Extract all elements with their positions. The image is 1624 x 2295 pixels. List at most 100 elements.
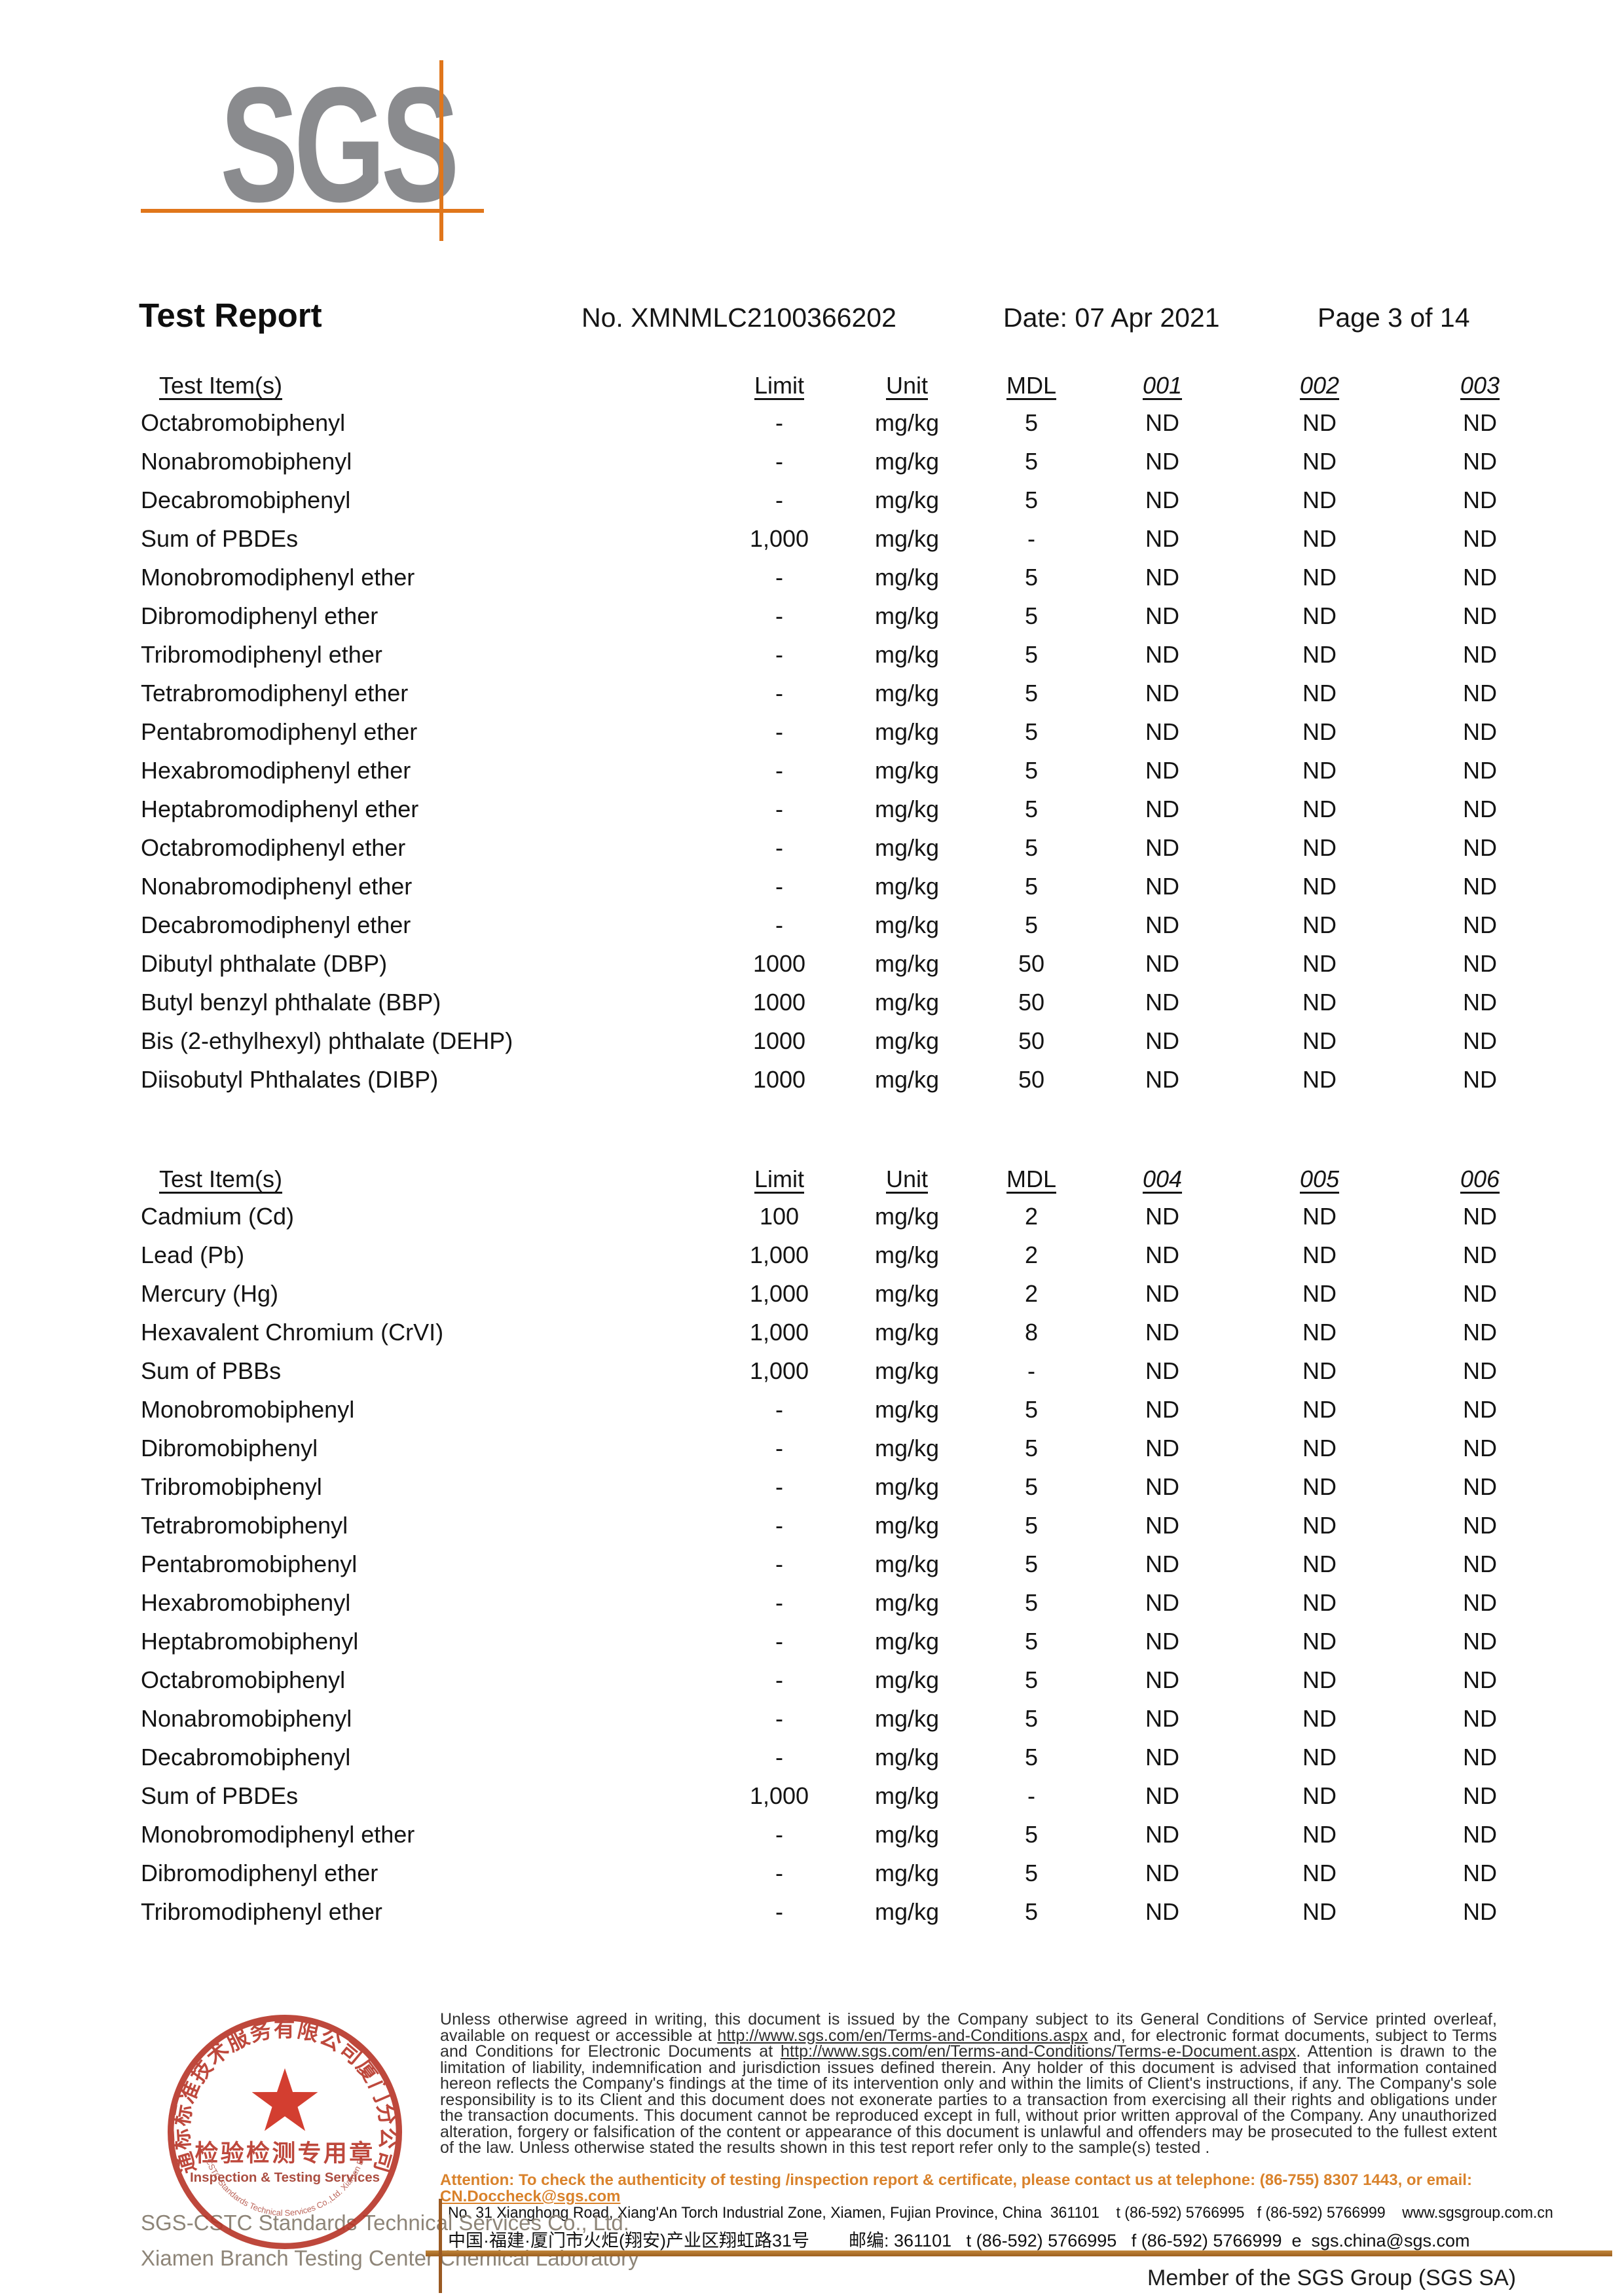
mdl-cell: 5 [1024,1434,1039,1461]
result-cell: ND [1145,988,1179,1016]
column-header-unit: Unit [885,1166,929,1192]
result-cell: ND [1463,1859,1497,1886]
column-header-mdl: MDL [1006,372,1056,399]
result-cell: ND [1463,1434,1497,1461]
result-cell: ND [1145,1588,1179,1616]
result-cell: ND [1302,679,1337,707]
address-divider-line [439,2199,442,2293]
test-item-cell: Tetrabromodiphenyl ether [141,679,409,707]
column-header-test-item: Test Item(s) [159,1166,283,1192]
column-header-sample: 002 [1299,372,1340,399]
address-english: No. 31 Xianghong Road, Xiang'An Torch In… [448,2204,1553,2222]
result-cell: ND [1145,949,1179,977]
results-table-001-003: Test Item(s) Limit Unit MDL 001 002 003 Octabr… [141,359,1552,1099]
limit-cell: - [775,911,783,938]
stamp-purpose-text-en: Inspection & Testing Services [190,2170,380,2185]
unit-cell: mg/kg [874,911,940,938]
mdl-cell: 50 [1018,988,1045,1016]
test-item-cell: Monobromodiphenyl ether [141,1820,415,1848]
attention-notice: Attention: To check the authenticity of … [440,2172,1497,2205]
test-item-cell: Pentabromobiphenyl [141,1550,358,1577]
result-cell: ND [1145,447,1179,475]
result-cell: ND [1145,602,1179,629]
limit-cell: - [775,1820,783,1848]
mdl-cell: 5 [1024,563,1039,591]
limit-cell: - [775,1704,783,1732]
mdl-cell: 5 [1024,679,1039,707]
unit-cell: mg/kg [874,1782,940,1809]
result-cell: ND [1463,1241,1497,1268]
table-row: Nonabromodiphenyl ether - mg/kg 5 ND ND ND [141,867,1552,906]
unit-cell: mg/kg [874,1279,940,1307]
result-cell: ND [1145,409,1179,436]
result-cell: ND [1302,1241,1337,1268]
result-cell: ND [1145,1898,1179,1925]
unit-cell: mg/kg [874,1627,940,1655]
limit-cell: - [775,1743,783,1771]
test-item-cell: Sum of PBDEs [141,524,299,552]
unit-cell: mg/kg [874,1395,940,1423]
link-text[interactable]: http://www.sgs.com/en/Terms-and-Conditio… [717,2026,1088,2045]
result-cell: ND [1302,795,1337,822]
table-row: Decabromobiphenyl - mg/kg 5 ND ND ND [141,481,1552,519]
limit-cell: 1000 [752,949,806,977]
sgs-group-member-line: Member of the SGS Group (SGS SA) [1147,2266,1517,2290]
result-cell: ND [1302,1473,1337,1500]
mdl-cell: 5 [1024,1704,1039,1732]
address-chinese: 中国·福建·厦门市火炬(翔安)产业区翔虹路31号 邮编: 361101 t (8… [448,2231,1470,2250]
unit-cell: mg/kg [874,1743,940,1771]
limit-cell: - [775,1511,783,1539]
mdl-cell: 5 [1024,447,1039,475]
mdl-cell: 5 [1024,1395,1039,1423]
table-row: Lead (Pb) 1,000 mg/kg 2 ND ND ND [141,1236,1552,1274]
result-cell: ND [1145,1859,1179,1886]
result-cell: ND [1145,1820,1179,1848]
test-item-cell: Monobromobiphenyl [141,1395,355,1423]
result-cell: ND [1302,1202,1337,1230]
column-header-limit: Limit [754,1166,804,1192]
link-text[interactable]: http://www.sgs.com/en/Terms-and-Conditio… [781,2042,1297,2061]
unit-cell: mg/kg [874,1588,940,1616]
text-segment: and, for electronic format documents, su… [440,2026,1497,2061]
result-cell: ND [1302,1898,1337,1925]
limit-cell: - [775,1859,783,1886]
limit-cell: - [775,563,783,591]
limit-cell: - [775,679,783,707]
unit-cell: mg/kg [874,1666,940,1693]
table-row: Tribromodiphenyl ether - mg/kg 5 ND ND ND [141,635,1552,674]
test-item-cell: Hexavalent Chromium (CrVI) [141,1318,444,1346]
result-cell: ND [1302,640,1337,668]
test-item-cell: Octabromodiphenyl ether [141,834,406,861]
test-item-cell: Hexabromobiphenyl [141,1588,351,1616]
column-header-sample: 003 [1460,372,1500,399]
test-item-cell: Hexabromodiphenyl ether [141,756,411,784]
result-cell: ND [1463,1627,1497,1655]
result-cell: ND [1463,756,1497,784]
mdl-cell: 5 [1024,1743,1039,1771]
column-header-unit: Unit [885,372,929,399]
result-cell: ND [1302,1782,1337,1809]
result-cell: ND [1302,834,1337,861]
link-text[interactable]: CN.Doccheck@sgs.com [440,2188,621,2205]
result-cell: ND [1145,1704,1179,1732]
table-row: Pentabromobiphenyl - mg/kg 5 ND ND ND [141,1545,1552,1583]
table-row: Tribromodiphenyl ether - mg/kg 5 ND ND ND [141,1892,1552,1931]
table-row: Octabromodiphenyl ether - mg/kg 5 ND ND ND [141,828,1552,867]
mdl-cell: 5 [1024,718,1039,745]
mdl-cell: 5 [1024,1666,1039,1693]
result-cell: ND [1463,1202,1497,1230]
result-cell: ND [1463,1395,1497,1423]
result-cell: ND [1145,795,1179,822]
unit-cell: mg/kg [874,988,940,1016]
table-row: Butyl benzyl phthalate (BBP) 1000 mg/kg 50 N… [141,983,1552,1021]
result-cell: ND [1302,1065,1337,1093]
unit-cell: mg/kg [874,1511,940,1539]
result-cell: ND [1463,1820,1497,1848]
result-cell: ND [1145,1241,1179,1268]
table-row: Octabromobiphenyl - mg/kg 5 ND ND ND [141,1661,1552,1699]
unit-cell: mg/kg [874,1704,940,1732]
table-row: Nonabromobiphenyl - mg/kg 5 ND ND ND [141,1699,1552,1738]
table-row: Diisobutyl Phthalates (DIBP) 1000 mg/kg 50 N… [141,1060,1552,1099]
result-cell: ND [1463,1357,1497,1384]
limit-cell: - [775,1666,783,1693]
